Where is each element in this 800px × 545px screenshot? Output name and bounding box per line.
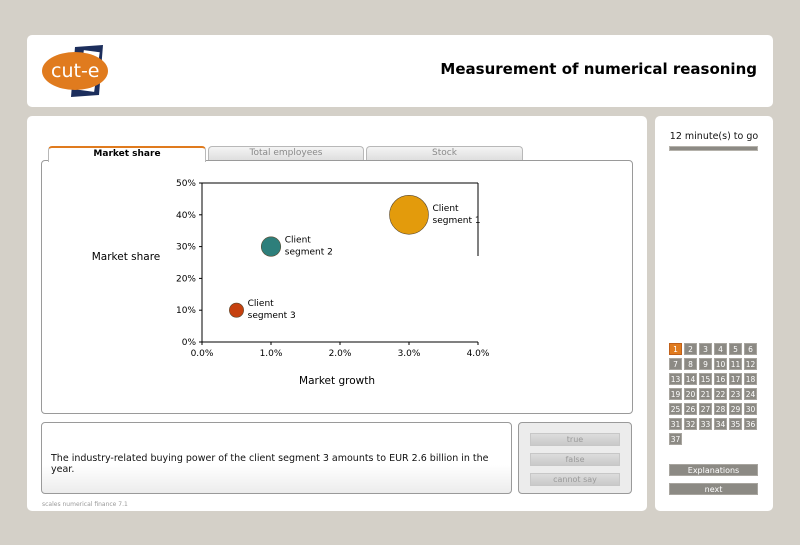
bubble-label: segment 3 bbox=[248, 311, 296, 321]
bubble-label: Client bbox=[248, 299, 275, 309]
question-number-33[interactable]: 33 bbox=[699, 418, 712, 430]
true-button[interactable]: true bbox=[530, 433, 620, 446]
question-number-19[interactable]: 19 bbox=[669, 388, 682, 400]
question-number-23[interactable]: 23 bbox=[729, 388, 742, 400]
x-tick-label: 2.0% bbox=[329, 349, 352, 359]
bubble-segment-1 bbox=[389, 194, 429, 235]
question-number-24[interactable]: 24 bbox=[744, 388, 757, 400]
question-number-12[interactable]: 12 bbox=[744, 358, 757, 370]
question-number-28[interactable]: 28 bbox=[714, 403, 727, 415]
question-number-6[interactable]: 6 bbox=[744, 343, 757, 355]
question-number-10[interactable]: 10 bbox=[714, 358, 727, 370]
cannot-say-button[interactable]: cannot say bbox=[530, 473, 620, 486]
bubble-label: segment 1 bbox=[433, 216, 481, 226]
bubble-segment-2 bbox=[260, 236, 282, 257]
bubble-chart: 0% 10% 20% 30% 40% 50% 0.0% 1.0% 2.0% 3.0% 4.0% Mar… bbox=[92, 179, 490, 387]
question-number-17[interactable]: 17 bbox=[729, 373, 742, 385]
question-number-25[interactable]: 25 bbox=[669, 403, 682, 415]
tab-market-share[interactable]: Market share bbox=[48, 146, 206, 162]
cut-e-logo: cut-e bbox=[41, 43, 113, 99]
false-button[interactable]: false bbox=[530, 453, 620, 466]
question-number-5[interactable]: 5 bbox=[729, 343, 742, 355]
page-title: Measurement of numerical reasoning bbox=[440, 60, 757, 78]
timer-text: 12 minute(s) to go bbox=[669, 131, 759, 142]
x-tick-label: 1.0% bbox=[260, 349, 283, 359]
question-number-22[interactable]: 22 bbox=[714, 388, 727, 400]
explanations-button[interactable]: Explanations bbox=[669, 464, 758, 476]
tab-stock[interactable]: Stock bbox=[366, 146, 523, 161]
question-number-21[interactable]: 21 bbox=[699, 388, 712, 400]
question-number-30[interactable]: 30 bbox=[744, 403, 757, 415]
y-tick-label: 30% bbox=[176, 243, 196, 253]
question-box: The industry-related buying power of the… bbox=[41, 422, 512, 494]
y-axis-label: Market share bbox=[92, 251, 161, 263]
timer-progress-bar bbox=[669, 146, 758, 151]
y-tick-label: 50% bbox=[176, 179, 196, 189]
bubble-label: Client bbox=[285, 236, 312, 246]
question-number-7[interactable]: 7 bbox=[669, 358, 682, 370]
version-label: scales numerical finance 7.1 bbox=[42, 501, 128, 508]
y-tick-label: 40% bbox=[176, 211, 196, 221]
question-number-1[interactable]: 1 bbox=[669, 343, 682, 355]
x-axis-label: Market growth bbox=[299, 375, 375, 387]
question-text: The industry-related buying power of the… bbox=[51, 453, 489, 475]
question-number-2[interactable]: 2 bbox=[684, 343, 697, 355]
header-panel: cut-e Measurement of numerical reasoning bbox=[27, 35, 773, 107]
question-number-35[interactable]: 35 bbox=[729, 418, 742, 430]
answer-box: true false cannot say bbox=[518, 422, 632, 494]
x-tick-label: 0.0% bbox=[191, 349, 214, 359]
question-number-31[interactable]: 31 bbox=[669, 418, 682, 430]
question-number-14[interactable]: 14 bbox=[684, 373, 697, 385]
question-number-9[interactable]: 9 bbox=[699, 358, 712, 370]
question-number-15[interactable]: 15 bbox=[699, 373, 712, 385]
question-number-27[interactable]: 27 bbox=[699, 403, 712, 415]
tab-total-employees[interactable]: Total employees bbox=[208, 146, 364, 161]
question-number-18[interactable]: 18 bbox=[744, 373, 757, 385]
question-number-16[interactable]: 16 bbox=[714, 373, 727, 385]
bubble-label: segment 2 bbox=[285, 248, 333, 258]
main-panel: Market share Total employees Stock 0% 10%… bbox=[27, 116, 647, 511]
question-number-20[interactable]: 20 bbox=[684, 388, 697, 400]
bubble-label: Client bbox=[433, 204, 460, 214]
question-number-26[interactable]: 26 bbox=[684, 403, 697, 415]
question-number-37[interactable]: 37 bbox=[669, 433, 682, 445]
logo-text: cut-e bbox=[51, 60, 99, 82]
question-number-3[interactable]: 3 bbox=[699, 343, 712, 355]
question-number-13[interactable]: 13 bbox=[669, 373, 682, 385]
question-number-32[interactable]: 32 bbox=[684, 418, 697, 430]
y-tick-label: 0% bbox=[182, 338, 197, 348]
question-number-11[interactable]: 11 bbox=[729, 358, 742, 370]
y-tick-label: 10% bbox=[176, 306, 196, 316]
bubble-segment-3 bbox=[229, 302, 244, 318]
y-tick-label: 20% bbox=[176, 274, 196, 284]
x-tick-label: 3.0% bbox=[398, 349, 421, 359]
question-number-8[interactable]: 8 bbox=[684, 358, 697, 370]
question-number-34[interactable]: 34 bbox=[714, 418, 727, 430]
question-number-4[interactable]: 4 bbox=[714, 343, 727, 355]
question-number-36[interactable]: 36 bbox=[744, 418, 757, 430]
side-panel: 12 minute(s) to go 1 2 3 4 5 6 7 8 9 10 11 12 13 14 15… bbox=[655, 116, 773, 511]
next-button[interactable]: next bbox=[669, 483, 758, 495]
chart-container: 0% 10% 20% 30% 40% 50% 0.0% 1.0% 2.0% 3.0% 4.0% Mar… bbox=[41, 160, 633, 414]
x-tick-label: 4.0% bbox=[467, 349, 490, 359]
question-number-29[interactable]: 29 bbox=[729, 403, 742, 415]
